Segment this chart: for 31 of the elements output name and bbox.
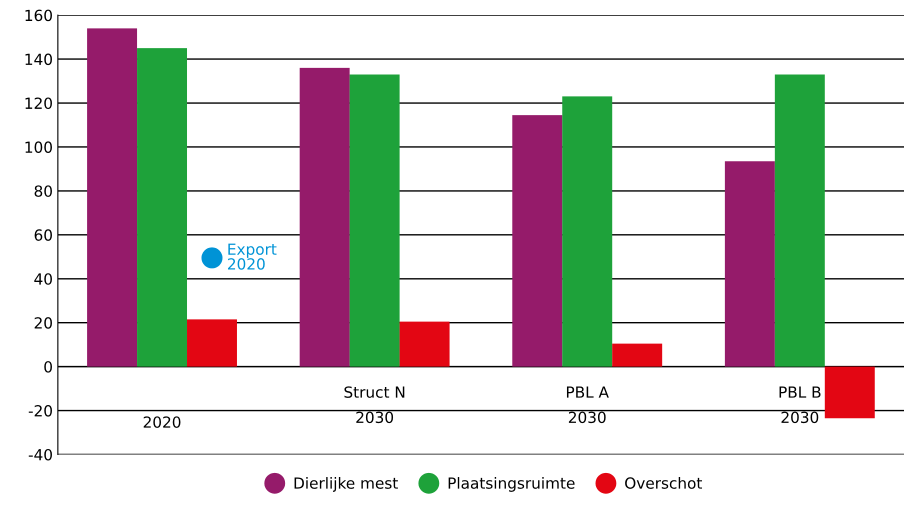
y-tick-label: 20 xyxy=(34,317,52,329)
y-tick-label: 40 xyxy=(34,273,52,285)
legend-label: Overschot xyxy=(625,477,702,489)
bar xyxy=(350,74,400,367)
y-tick-label: 100 xyxy=(26,141,52,153)
x-tick-label: Struct N 2030 xyxy=(344,386,404,424)
bar xyxy=(87,28,138,367)
series-label: Export 2020 xyxy=(228,244,277,270)
bar xyxy=(774,74,825,367)
y-tick-label: 160 xyxy=(26,10,52,22)
x-tick-label: PBL B 2030 xyxy=(780,386,821,424)
bar xyxy=(724,161,775,367)
y-tick-label: -20 xyxy=(28,405,52,417)
x-tick-label: PBL A 2030 xyxy=(566,386,609,424)
legend-label: Dierlijke mest xyxy=(294,477,398,492)
bar xyxy=(137,48,188,367)
y-tick-label: 60 xyxy=(34,229,52,241)
x-tick-label: 2020 xyxy=(144,416,180,428)
bar xyxy=(612,344,662,367)
y-tick-label: 0 xyxy=(44,361,52,373)
bar xyxy=(512,115,562,367)
bar xyxy=(300,68,350,367)
y-tick-label: -40 xyxy=(28,448,52,461)
y-tick-label: 140 xyxy=(26,54,52,66)
bar xyxy=(562,96,612,367)
y-tick-label: 80 xyxy=(34,185,52,197)
bar xyxy=(187,319,237,367)
bar xyxy=(400,322,450,367)
y-tick-label: 120 xyxy=(26,97,52,110)
bar xyxy=(824,366,875,418)
legend-label: Plaatsingsruimte xyxy=(448,477,575,492)
